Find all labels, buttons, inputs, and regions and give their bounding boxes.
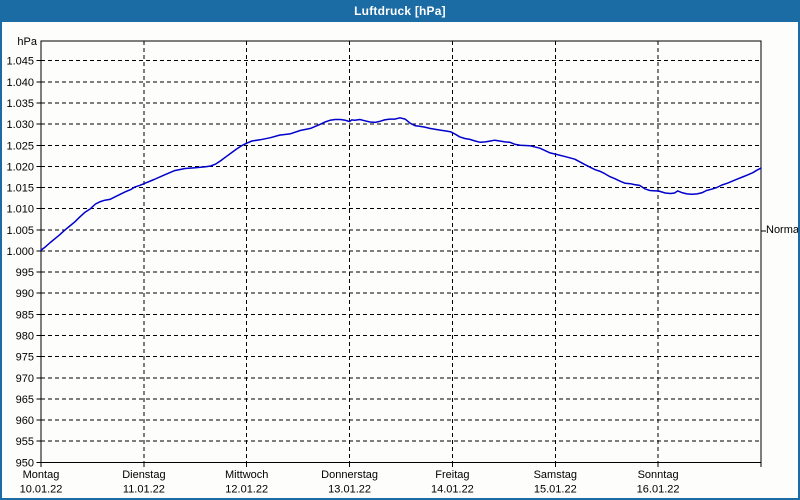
y-tick-label: 1.020	[6, 161, 34, 173]
y-tick-label: 995	[16, 267, 34, 279]
y-tick-label: 1.040	[6, 77, 34, 89]
y-tick-label: 960	[16, 415, 34, 427]
x-tick-date-label: 16.01.22	[637, 484, 680, 496]
x-tick-date-label: 10.01.22	[20, 484, 63, 496]
y-axis-unit-label: hPa	[17, 36, 37, 48]
y-tick-label: 1.010	[6, 204, 34, 216]
x-tick-date-label: 11.01.22	[123, 484, 165, 496]
y-tick-label: 1.000	[6, 246, 34, 258]
y-tick-label: 1.035	[6, 98, 34, 110]
y-tick-label: 985	[16, 309, 34, 321]
y-tick-label: 970	[16, 373, 34, 385]
x-tick-day-label: Sonntag	[638, 469, 679, 481]
x-tick-date-label: 14.01.22	[431, 484, 474, 496]
x-tick-day-label: Samstag	[534, 469, 577, 481]
x-tick-date-label: 13.01.22	[328, 484, 371, 496]
x-tick-day-label: Montag	[23, 469, 60, 481]
y-tick-label: 965	[16, 394, 34, 406]
x-tick-date-label: 15.01.22	[534, 484, 577, 496]
plot-border	[40, 40, 762, 463]
y-tick-label: 950	[16, 457, 34, 469]
y-tick-label: 980	[16, 331, 34, 343]
y-tick-label: 1.015	[6, 183, 34, 195]
y-tick-label: 990	[16, 288, 34, 300]
x-tick-day-label: Mittwoch	[225, 469, 268, 481]
title-bar: Luftdruck [hPa]	[0, 0, 800, 22]
y-tick-label: 975	[16, 352, 34, 364]
x-tick-date-label: 12.01.22	[225, 484, 268, 496]
x-tick-day-label: Dienstag	[122, 469, 165, 481]
x-tick-day-label: Donnerstag	[321, 469, 378, 481]
x-tick-day-label: Freitag	[435, 469, 469, 481]
y-tick-label: 1.045	[6, 56, 34, 68]
y-tick-label: 1.030	[6, 119, 34, 131]
normal-pressure-label: Normal	[766, 224, 800, 236]
y-tick-label: 955	[16, 436, 34, 448]
y-tick-label: 1.025	[6, 140, 34, 152]
pressure-series-line	[40, 117, 762, 251]
y-tick-label: 1.005	[6, 225, 34, 237]
window-title: Luftdruck [hPa]	[354, 4, 446, 18]
